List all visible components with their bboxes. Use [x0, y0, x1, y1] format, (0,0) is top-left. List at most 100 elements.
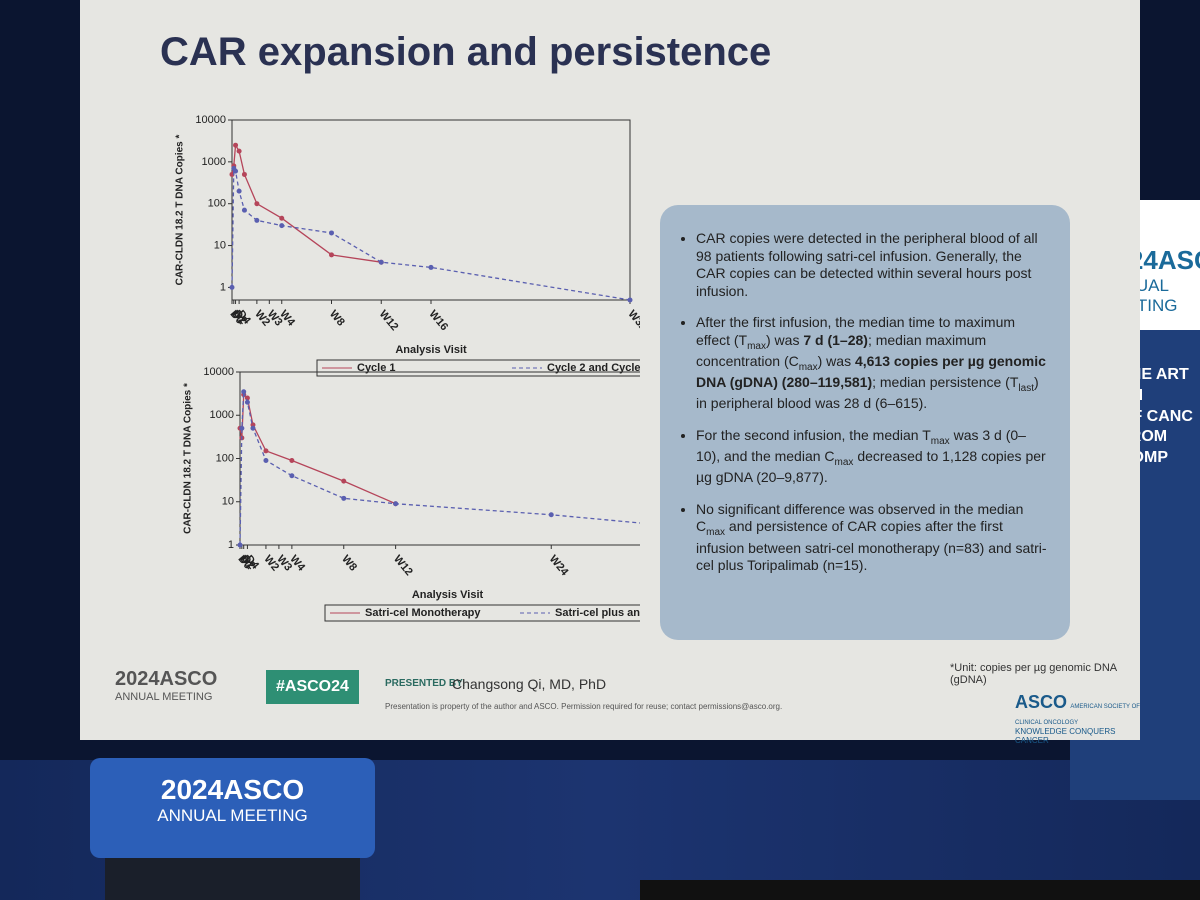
bullet-text: CAR copies were detected in the peripher…	[696, 230, 1038, 299]
bullet-text: ) in peripheral blood was 28 d (6–615).	[696, 374, 1039, 412]
legend-frame	[324, 604, 640, 622]
bullet-text: ) was	[766, 331, 804, 348]
bullet-text: and persistence of CAR copies after the …	[696, 518, 1047, 574]
bullet-text: ) was	[817, 352, 855, 369]
data-point	[378, 259, 384, 265]
y-tick-label: 10000	[195, 114, 226, 126]
subscript: max	[798, 361, 818, 373]
presenter: Changsong Qi, MD, PhD	[452, 676, 607, 692]
podium-sub: ANNUAL MEETING	[157, 806, 308, 825]
footnote: *Unit: copies per µg genomic DNA (gDNA)	[950, 662, 1117, 686]
x-axis-label: Analysis Visit	[395, 344, 467, 356]
legend-frame	[316, 359, 640, 377]
data-point	[236, 188, 242, 194]
bullet-text: ; median persistence (T	[872, 374, 1019, 391]
society-name: AMERICAN SOCIETY OF CLINICAL ONCOLOGY	[1015, 704, 1140, 726]
logo-year: 2024	[115, 668, 160, 690]
x-tick-label: W12	[391, 553, 415, 578]
podium-brand: 2024ASCO	[160, 774, 305, 805]
x-tick-label: W4	[287, 553, 307, 574]
subscript: max	[747, 340, 766, 352]
data-point	[250, 425, 256, 431]
y-tick-label: 10000	[203, 366, 234, 378]
data-point	[279, 223, 285, 229]
data-point	[237, 542, 243, 548]
logo-sub: ANNUAL MEETING	[115, 691, 213, 703]
slide-title: CAR expansion and persistence	[160, 30, 772, 74]
bullet-text: For the second infusion, the median T	[696, 426, 931, 443]
x-tick-label: W12	[377, 308, 401, 333]
series-line	[231, 166, 631, 301]
data-point	[233, 142, 239, 148]
bullet-text: After the first infusion, the median tim…	[696, 314, 1016, 348]
podium: 2024ASCO ANNUAL MEETING	[90, 758, 375, 858]
legend-label: Satri-cel Monotherapy	[365, 607, 481, 619]
y-tick-label: 1000	[210, 409, 234, 421]
x-tick-label: W16	[426, 308, 450, 333]
bullet: CAR copies were detected in the peripher…	[696, 230, 1050, 300]
bullet-text: ; median maximum concentration (C	[696, 331, 987, 369]
x-tick-label: W24	[547, 553, 571, 579]
subscript: max	[930, 435, 950, 447]
society-tagline: KNOWLEDGE CONQUERS CANCER	[1015, 727, 1116, 745]
subscript: last	[1018, 382, 1034, 394]
bullet: No significant difference was observed i…	[696, 501, 1050, 575]
data-point	[289, 473, 295, 479]
data-point	[241, 171, 247, 177]
y-axis-label: CAR-CLDN 18.2 T DNA Copies *	[183, 383, 194, 534]
data-point	[341, 495, 347, 501]
subscript: max	[834, 456, 854, 468]
bullet-text: was 3 d (0–10), and the median C	[696, 426, 1026, 465]
data-point	[548, 512, 554, 518]
x-tick-label: W4	[277, 308, 297, 329]
society-brand: ASCO	[1015, 692, 1068, 712]
data-point	[341, 478, 347, 484]
data-point	[236, 148, 242, 154]
data-point	[233, 168, 239, 174]
bullet-bold: 7 d (1–28)	[803, 331, 868, 348]
data-point	[254, 217, 260, 223]
data-point	[279, 215, 285, 221]
bullet-text: decreased to 1,128 copies per µg gDNA (2…	[696, 448, 1046, 486]
y-tick-label: 1	[228, 539, 234, 551]
meeting-logo: 2024ASCO ANNUAL MEETING	[115, 668, 217, 703]
data-point	[263, 457, 269, 463]
logo-brand: ASCO	[159, 668, 218, 690]
bullet-box: CAR copies were detected in the peripher…	[660, 205, 1070, 640]
y-axis-label: CAR-CLDN 18.2 T DNA Copies *	[175, 135, 186, 286]
bullet-bold: 4,613 copies per µg genomic DNA (gDNA) (…	[696, 352, 1046, 391]
slide: CAR expansion and persistence 1 10 100 1000…	[80, 0, 1140, 745]
data-point	[241, 389, 247, 395]
data-point	[428, 264, 434, 270]
panel-table	[640, 880, 1200, 900]
x-tick-label: W32	[625, 308, 640, 333]
x-tick-label: W8	[339, 553, 359, 573]
bullet: After the first infusion, the median tim…	[696, 314, 1050, 413]
series-line	[239, 393, 396, 505]
notice: Presentation is property of the author a…	[385, 702, 783, 711]
data-point	[329, 252, 334, 258]
y-tick-label: 10	[222, 496, 234, 508]
data-point	[289, 457, 295, 463]
subscript: max	[706, 527, 726, 539]
y-tick-label: 100	[208, 198, 226, 210]
data-point	[241, 207, 247, 213]
data-point	[244, 399, 250, 405]
presented-by: PRESENTED BY:	[385, 678, 466, 689]
data-point	[627, 297, 633, 303]
plot-frame	[239, 371, 640, 546]
x-axis-label: Analysis Visit	[412, 589, 484, 601]
data-point	[263, 448, 269, 454]
hashtag: #ASCO24	[266, 670, 359, 704]
y-tick-label: 10	[214, 239, 226, 251]
plot-frame	[231, 119, 631, 301]
bullet: For the second infusion, the median Tmax…	[696, 427, 1050, 487]
data-point	[229, 284, 235, 290]
data-point	[254, 201, 260, 207]
data-point	[393, 501, 399, 507]
y-tick-label: 100	[216, 452, 234, 464]
y-tick-label: 1000	[202, 156, 226, 168]
